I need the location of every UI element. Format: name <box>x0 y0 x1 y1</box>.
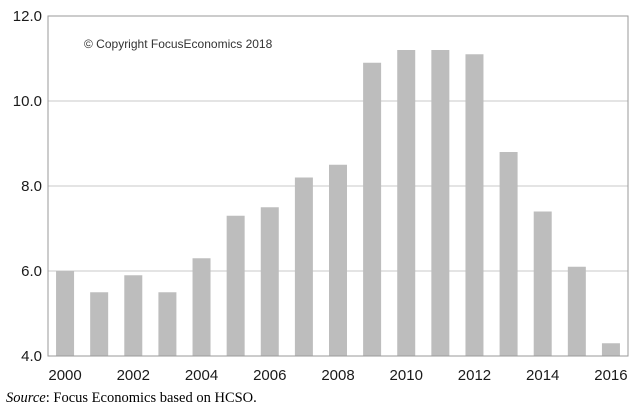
bar-2014 <box>533 211 552 356</box>
bar-2002 <box>124 275 143 356</box>
bars <box>56 50 620 356</box>
y-tick-label: 6.0 <box>21 263 42 280</box>
bar-2016 <box>601 343 620 356</box>
y-tick-label: 10.0 <box>13 93 42 110</box>
bar-2001 <box>90 292 109 356</box>
source-note: Source: Focus Economics based on HCSO. <box>6 390 257 407</box>
x-tick-label: 2006 <box>253 367 286 384</box>
bar-2010 <box>397 50 416 356</box>
bar-2009 <box>363 62 382 356</box>
x-tick-label: 2008 <box>321 367 354 384</box>
bar-2011 <box>431 50 450 356</box>
y-tick-label: 4.0 <box>21 348 42 365</box>
x-tick-label: 2004 <box>185 367 218 384</box>
x-tick-label: 2012 <box>458 367 491 384</box>
x-tick-label: 2000 <box>48 367 81 384</box>
bar-2013 <box>499 152 518 356</box>
y-tick-label: 12.0 <box>13 8 42 25</box>
y-axis-ticks: 4.0 6.0 8.0 10.0 12.0 <box>13 8 42 365</box>
x-tick-label: 2014 <box>526 367 559 384</box>
y-tick-label: 8.0 <box>21 178 42 195</box>
x-tick-label: 2002 <box>117 367 150 384</box>
bar-2004 <box>192 258 211 356</box>
copyright-annotation: © Copyright FocusEconomics 2018 <box>84 37 273 51</box>
bar-2015 <box>567 266 586 356</box>
bar-2003 <box>158 292 177 356</box>
bar-2012 <box>465 54 484 356</box>
bar-2006 <box>260 207 279 356</box>
bar-2007 <box>294 177 313 356</box>
bar-2000 <box>56 271 75 356</box>
bar-2008 <box>329 164 347 356</box>
plot-border <box>47 15 629 357</box>
x-tick-label: 2010 <box>390 367 423 384</box>
bar-2005 <box>226 215 245 356</box>
source-text: : Focus Economics based on HCSO. <box>45 390 257 406</box>
x-tick-label: 2016 <box>594 367 627 384</box>
x-axis-ticks: 2000 2002 2004 2006 2008 2010 2012 2014 2016 <box>48 367 627 384</box>
source-label: Source <box>6 390 46 406</box>
